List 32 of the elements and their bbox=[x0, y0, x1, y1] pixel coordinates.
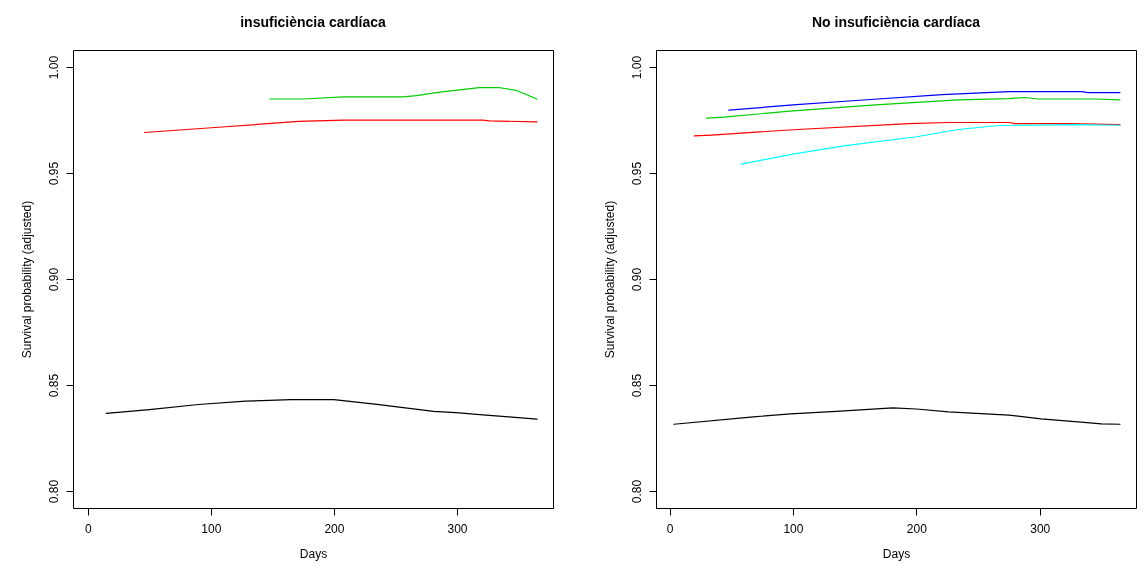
y-tick-label: 1.00 bbox=[629, 55, 644, 80]
line-series bbox=[105, 399, 538, 420]
x-tick-label: 300 bbox=[447, 521, 468, 536]
y-tick-label: 0.95 bbox=[46, 161, 61, 186]
x-tick-label: 100 bbox=[783, 521, 804, 536]
chart-title: No insuficiència cardíaca bbox=[811, 14, 981, 30]
line-series bbox=[693, 121, 1121, 137]
y-tick-label: 1.00 bbox=[46, 55, 61, 80]
y-tick-label: 0.80 bbox=[629, 479, 644, 504]
x-tick-label: 200 bbox=[324, 521, 345, 536]
line-series bbox=[269, 86, 538, 100]
y-tick-label: 0.90 bbox=[46, 267, 61, 292]
y-tick-label: 0.85 bbox=[46, 373, 61, 398]
y-tick-label: 0.90 bbox=[629, 267, 644, 292]
x-tick-label: 200 bbox=[906, 521, 928, 536]
line-series bbox=[673, 407, 1121, 425]
x-tick-label: 300 bbox=[1030, 521, 1051, 536]
chart-title: insuficiència cardíaca bbox=[240, 14, 386, 30]
y-tick-label: 0.80 bbox=[46, 479, 61, 504]
x-tick-label: 0 bbox=[84, 521, 92, 536]
line-series bbox=[143, 119, 538, 134]
y-tick-label: 0.85 bbox=[629, 373, 644, 398]
line-series bbox=[728, 90, 1121, 111]
line-series bbox=[705, 96, 1121, 119]
x-tick-label: 0 bbox=[666, 521, 674, 536]
y-axis-title: Survival probability (adjusted) bbox=[19, 200, 34, 359]
y-axis-title: Survival probability (adjusted) bbox=[602, 200, 617, 359]
line-series bbox=[740, 124, 1121, 165]
y-tick-label: 0.95 bbox=[629, 161, 644, 186]
x-tick-label: 100 bbox=[201, 521, 222, 536]
x-axis-title: Days bbox=[299, 546, 328, 561]
x-axis-title: Days bbox=[882, 546, 911, 561]
